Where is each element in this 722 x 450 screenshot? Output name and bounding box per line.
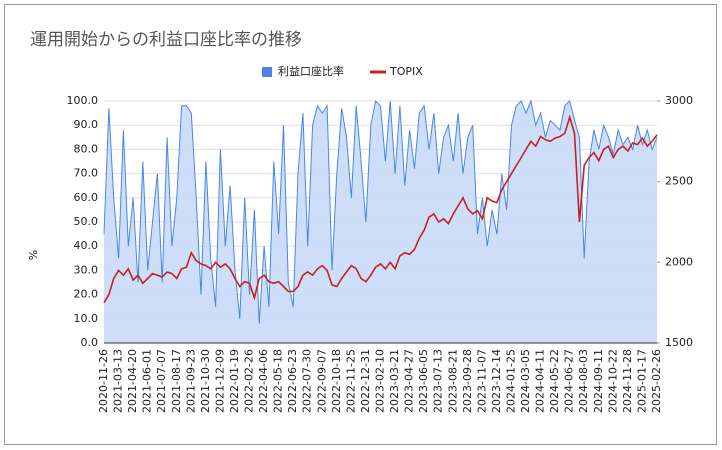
x-tick-label: 2023-02-10 — [374, 349, 387, 413]
y-tick-label: 30.0 — [74, 263, 99, 276]
x-tick-label: 2024-05-22 — [548, 349, 561, 413]
x-tick-label: 2022-09-07 — [315, 349, 328, 413]
x-tick-label: 2024-06-27 — [563, 349, 576, 413]
x-tick-label: 2023-07-13 — [432, 349, 445, 413]
x-tick-label: 2021-06-01 — [141, 349, 154, 413]
x-tick-label: 2023-03-21 — [388, 349, 401, 413]
x-tick-label: 2022-12-31 — [359, 349, 372, 413]
x-tick-label: 2023-06-05 — [417, 349, 430, 413]
x-tick-label: 2025-02-26 — [650, 349, 663, 413]
legend-label: 利益口座比率 — [278, 64, 344, 78]
chart-title: 運用開始からの利益口座比率の推移 — [30, 30, 302, 50]
x-tick-label: 2022-07-30 — [301, 349, 314, 413]
x-tick-label: 2021-08-17 — [170, 349, 183, 413]
x-tick-label: 2023-11-07 — [475, 349, 488, 413]
x-tick-label: 2021-09-23 — [184, 349, 197, 413]
x-tick-label: 2020-11-26 — [97, 349, 110, 413]
x-tick-label: 2022-01-19 — [228, 349, 241, 413]
x-tick-label: 2022-02-26 — [243, 349, 256, 413]
y-tick-label: 50.0 — [74, 215, 99, 228]
y-tick-label: 60.0 — [74, 191, 99, 204]
y2-tick-label: 2000 — [665, 255, 693, 268]
x-tick-label: 2023-12-14 — [490, 349, 503, 413]
x-tick-label: 2025-01-17 — [635, 349, 648, 413]
x-tick-label: 2022-05-18 — [272, 349, 285, 413]
x-tick-label: 2021-10-30 — [199, 349, 212, 413]
y2-tick-label: 3000 — [665, 94, 693, 107]
y-tick-label: 70.0 — [74, 167, 99, 180]
x-tick-label: 2024-03-05 — [519, 349, 532, 413]
x-tick-label: 2024-01-25 — [504, 349, 517, 413]
x-tick-label: 2021-07-07 — [155, 349, 168, 413]
y-tick-label: 100.0 — [67, 94, 99, 107]
x-tick-label: 2024-11-28 — [621, 349, 634, 413]
y2-tick-label: 1500 — [665, 336, 693, 349]
y-tick-label: 10.0 — [74, 312, 99, 325]
x-tick-label: 2024-10-22 — [606, 349, 619, 413]
x-tick-label: 2023-08-21 — [446, 349, 459, 413]
y-tick-label: 90.0 — [74, 118, 99, 131]
x-tick-label: 2022-06-23 — [286, 349, 299, 413]
line — [103, 99, 658, 324]
x-tick-label: 2023-04-27 — [403, 349, 416, 413]
x-tick-label: 2021-03-13 — [112, 349, 125, 413]
x-tick-label: 2022-11-25 — [344, 349, 357, 413]
y-tick-label: 20.0 — [74, 288, 99, 301]
y-tick-label: 80.0 — [74, 142, 99, 155]
y-tick-label: 0.0 — [81, 336, 99, 349]
y2-tick-label: 2500 — [665, 175, 693, 188]
x-tick-label: 2021-12-09 — [213, 349, 226, 413]
y-axis-label: % — [27, 250, 40, 260]
x-tick-label: 2023-09-28 — [461, 349, 474, 413]
x-tick-label: 2024-08-03 — [577, 349, 590, 413]
legend-label: TOPIX — [389, 65, 423, 78]
x-tick-label: 2022-10-18 — [330, 349, 343, 413]
line — [103, 114, 658, 304]
x-tick-label: 2021-04-20 — [126, 349, 139, 413]
legend-swatch — [262, 67, 272, 77]
x-tick-label: 2022-04-06 — [257, 349, 270, 413]
x-tick-label: 2024-04-11 — [534, 349, 547, 413]
y-tick-label: 40.0 — [74, 239, 99, 252]
x-tick-label: 2024-09-11 — [592, 349, 605, 413]
